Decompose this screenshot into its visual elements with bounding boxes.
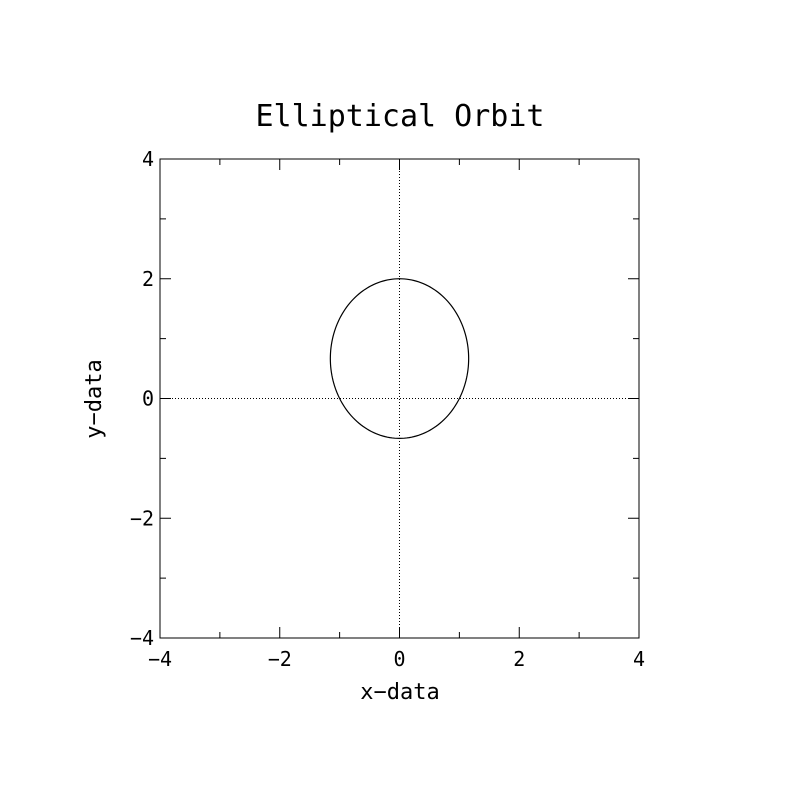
y-tick-label: 0 <box>142 387 154 411</box>
y-axis-label: y−data <box>82 359 107 438</box>
x-tick-label: 0 <box>393 647 405 671</box>
orbit-line <box>329 278 470 439</box>
y-tick-label: −4 <box>130 626 154 650</box>
x-tick-label: −4 <box>148 647 172 671</box>
chart-title: Elliptical Orbit <box>256 99 545 134</box>
y-tick-label: 4 <box>142 147 154 171</box>
y-tick-label: 2 <box>142 267 154 291</box>
tick-labels: −4 −2 0 2 4 −4 −2 0 2 4 <box>130 147 645 671</box>
x-tick-label: 4 <box>633 647 645 671</box>
x-tick-label: 2 <box>513 647 525 671</box>
series-group <box>329 278 470 439</box>
x-axis-label: x−data <box>360 680 439 705</box>
plot-frame <box>159 158 640 639</box>
y-tick-label: −2 <box>130 506 154 530</box>
ticks <box>160 159 639 638</box>
x-tick-label: −2 <box>268 647 292 671</box>
zero-lines <box>160 159 639 638</box>
